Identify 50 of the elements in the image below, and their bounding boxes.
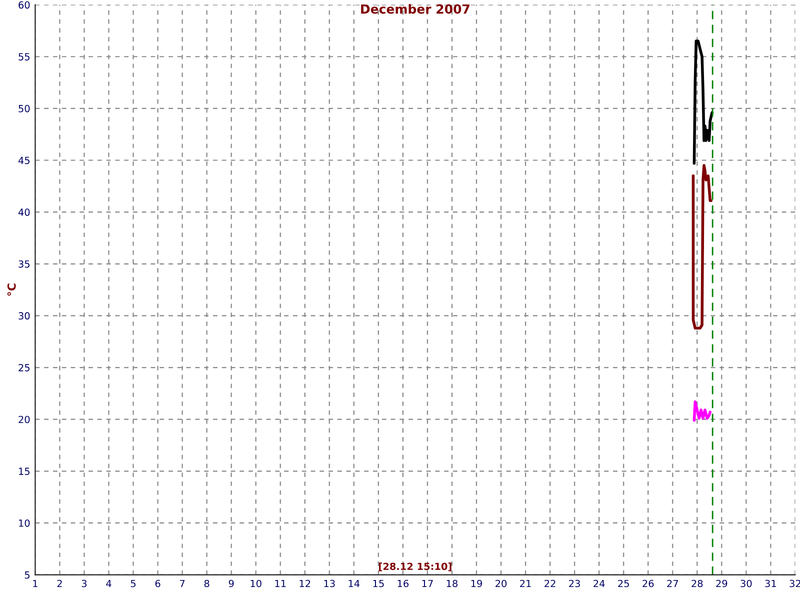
x-tick-label: 7 <box>180 580 185 588</box>
x-tick-label: 22 <box>544 580 556 588</box>
y-tick-label: 45 <box>18 156 30 164</box>
x-tick-label: 11 <box>275 580 286 588</box>
x-tick-label: 2 <box>57 580 62 588</box>
y-axis-title: °C <box>7 284 16 296</box>
x-tick-label: 17 <box>422 580 433 588</box>
x-tick-label: 3 <box>82 580 87 588</box>
x-tick-label: 20 <box>496 580 507 588</box>
line-series <box>692 40 714 165</box>
x-tick-label: 12 <box>300 580 310 588</box>
x-tick-label: 16 <box>398 580 409 588</box>
x-tick-label: 4 <box>106 580 112 588</box>
y-tick-label: 20 <box>18 416 30 424</box>
y-tick-label: 5 <box>24 571 30 579</box>
x-tick-label: 28 <box>692 580 703 588</box>
x-tick-label: 27 <box>667 580 678 588</box>
line-series <box>692 164 712 330</box>
x-tick-label: 26 <box>642 580 654 588</box>
y-tick-label: 55 <box>18 53 30 60</box>
x-tick-label: 19 <box>471 580 482 588</box>
x-tick-label: 30 <box>740 580 752 588</box>
x-tick-label: 25 <box>618 580 629 588</box>
x-tick-label: 10 <box>250 580 262 588</box>
x-tick-label: 13 <box>324 580 335 588</box>
x-tick-label: 24 <box>594 580 605 588</box>
y-tick-label: 30 <box>18 312 30 320</box>
x-tick-label: 9 <box>228 580 234 588</box>
y-tick-label: 10 <box>19 519 30 527</box>
chart-title: December 2007 <box>361 4 470 14</box>
y-tick-label: 35 <box>18 260 30 268</box>
x-tick-label: 6 <box>155 580 160 588</box>
x-tick-label: 21 <box>520 580 531 588</box>
x-tick-label: 32 <box>790 580 800 588</box>
x-tick-label: 14 <box>348 580 360 588</box>
y-tick-label: 60 <box>18 1 30 9</box>
y-tick-label: 40 <box>18 208 30 216</box>
x-tick-label: 8 <box>204 580 210 588</box>
annotation: [28.12 15:10] <box>379 562 452 572</box>
x-tick-label: 31 <box>765 580 776 588</box>
x-tick-label: 29 <box>716 580 728 588</box>
y-tick-label: 15 <box>19 468 30 475</box>
line-series <box>692 400 712 422</box>
y-tick-label: 50 <box>18 104 30 112</box>
y-tick-label: 25 <box>18 364 30 372</box>
x-tick-label: 5 <box>130 580 136 588</box>
x-tick-label: 1 <box>33 580 38 588</box>
x-tick-label: 23 <box>569 580 580 588</box>
x-tick-label: 15 <box>373 580 384 588</box>
x-tick-label: 18 <box>446 580 458 588</box>
